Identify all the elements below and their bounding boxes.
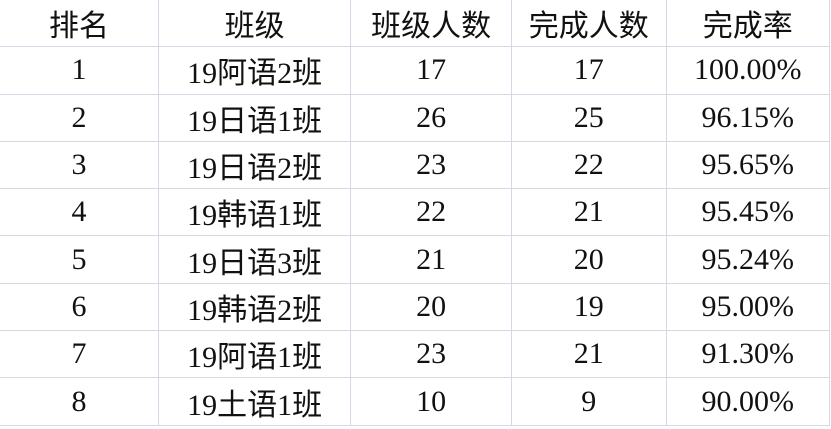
rank-cell[interactable]: 2 [0, 93, 159, 142]
table-row: 2 19日语1班 26 25 96.15% [0, 93, 831, 142]
table-row: 6 19韩语2班 20 19 95.00% [0, 282, 831, 332]
header-completion-rate[interactable]: 完成率 [665, 0, 831, 48]
header-row: 排名 班级 班级人数 完成人数 完成率 [0, 0, 831, 48]
header-rank[interactable]: 排名 [0, 0, 159, 48]
completion-rate-cell[interactable]: 95.00% [665, 282, 831, 332]
class-cell[interactable]: 19韩语2班 [157, 282, 352, 332]
completion-rate-cell[interactable]: 95.45% [665, 188, 831, 237]
class-size-cell[interactable]: 17 [350, 46, 512, 95]
class-cell[interactable]: 19土语1班 [157, 377, 352, 426]
class-size-cell[interactable]: 21 [350, 235, 512, 284]
class-size-cell[interactable]: 23 [350, 140, 512, 190]
class-cell[interactable]: 19韩语1班 [157, 188, 352, 237]
rank-cell[interactable]: 7 [0, 330, 159, 379]
rank-cell[interactable]: 5 [0, 235, 159, 284]
class-cell[interactable]: 19阿语1班 [157, 330, 352, 379]
class-size-cell[interactable]: 23 [350, 330, 512, 379]
rank-cell[interactable]: 3 [0, 140, 159, 190]
table-row: 7 19阿语1班 23 21 91.30% [0, 330, 831, 379]
completed-cell[interactable]: 17 [510, 46, 667, 95]
table-row: 3 19日语2班 23 22 95.65% [0, 140, 831, 190]
completed-cell[interactable]: 20 [510, 235, 667, 284]
completed-cell[interactable]: 25 [510, 93, 667, 142]
table-row: 5 19日语3班 21 20 95.24% [0, 235, 831, 284]
header-completed[interactable]: 完成人数 [510, 0, 667, 48]
rank-cell[interactable]: 1 [0, 46, 159, 95]
completion-rate-cell[interactable]: 100.00% [665, 46, 831, 95]
completion-rate-cell[interactable]: 95.24% [665, 235, 831, 284]
completed-cell[interactable]: 21 [510, 188, 667, 237]
class-cell[interactable]: 19阿语2班 [157, 46, 352, 95]
rank-cell[interactable]: 6 [0, 282, 159, 332]
table-row: 4 19韩语1班 22 21 95.45% [0, 188, 831, 237]
completed-cell[interactable]: 9 [510, 377, 667, 426]
completion-rate-cell[interactable]: 91.30% [665, 330, 831, 379]
table-row: 8 19土语1班 10 9 90.00% [0, 377, 831, 426]
rank-cell[interactable]: 8 [0, 377, 159, 426]
completed-cell[interactable]: 21 [510, 330, 667, 379]
class-size-cell[interactable]: 22 [350, 188, 512, 237]
class-cell[interactable]: 19日语3班 [157, 235, 352, 284]
completion-rate-cell[interactable]: 90.00% [665, 377, 831, 426]
header-class-size[interactable]: 班级人数 [350, 0, 512, 48]
class-cell[interactable]: 19日语2班 [157, 140, 352, 190]
rank-cell[interactable]: 4 [0, 188, 159, 237]
class-cell[interactable]: 19日语1班 [157, 93, 352, 142]
header-class[interactable]: 班级 [157, 0, 352, 48]
class-size-cell[interactable]: 20 [350, 282, 512, 332]
completion-rate-cell[interactable]: 96.15% [665, 93, 831, 142]
completion-rate-cell[interactable]: 95.65% [665, 140, 831, 190]
completed-cell[interactable]: 22 [510, 140, 667, 190]
table-row: 1 19阿语2班 17 17 100.00% [0, 46, 831, 95]
completed-cell[interactable]: 19 [510, 282, 667, 332]
class-size-cell[interactable]: 10 [350, 377, 512, 426]
class-size-cell[interactable]: 26 [350, 93, 512, 142]
